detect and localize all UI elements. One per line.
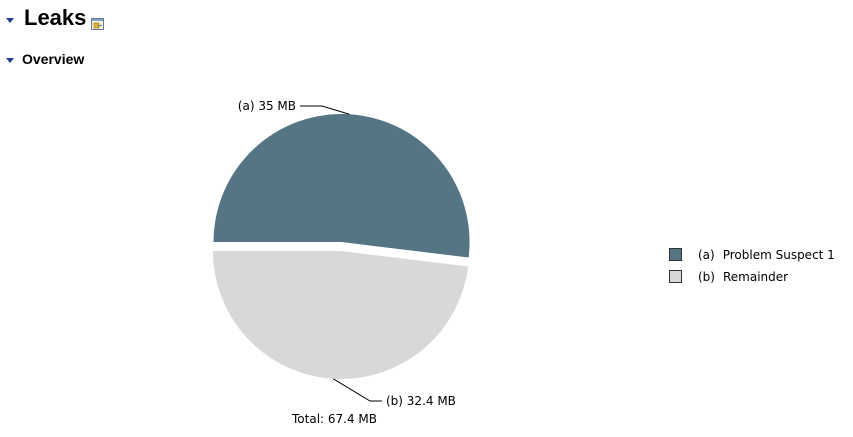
chart-total: Total: 67.4 MB [292,412,378,426]
overview-title: Overview [22,51,85,67]
data-label-b: (b) 32.4 MB [386,394,456,408]
chart-legend: (a) Problem Suspect 1 (b) Remainder [669,246,835,290]
legend-letter-b: (b) [698,269,715,284]
leaks-title: Leaks [24,5,87,30]
legend-label-a: Problem Suspect 1 [722,247,835,262]
leaks-section-header: Leaks [6,4,105,32]
legend-item-remainder: (b) Remainder [669,268,835,285]
edit-report-icon[interactable] [91,15,105,30]
overview-section-header: Overview [6,50,84,68]
legend-swatch-b [669,270,682,283]
pie-slice-problem-suspect[interactable] [213,114,470,258]
legend-label-b: Remainder [722,269,789,284]
legend-item-problem-suspect: (a) Problem Suspect 1 [669,246,835,263]
leader-line-a [300,105,350,115]
legend-swatch-a [669,248,682,261]
pie-slice-remainder[interactable] [213,251,469,379]
data-label-a: (a) 35 MB [238,99,296,113]
overview-collapse-toggle-icon[interactable] [6,58,14,63]
leaks-collapse-toggle-icon[interactable] [6,17,14,23]
legend-letter-a: (a) [698,247,715,262]
leader-line-b [332,378,382,402]
